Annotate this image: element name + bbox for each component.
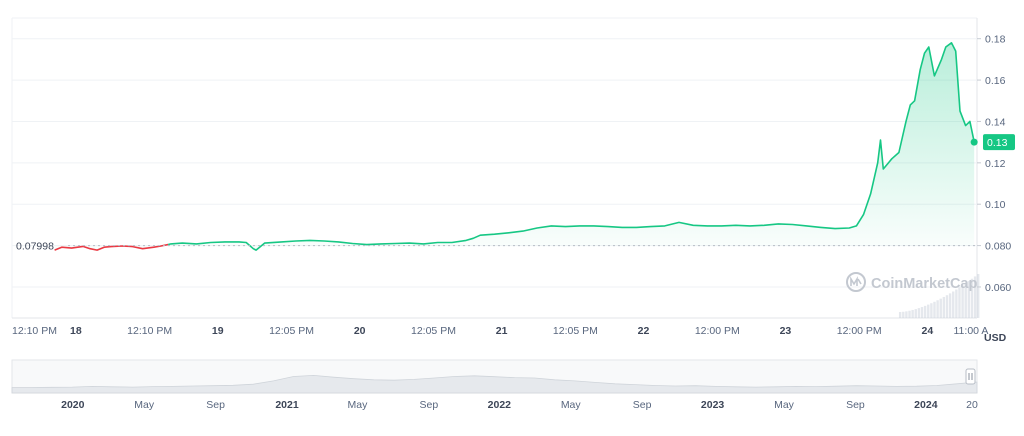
x-tick-label: 23 — [780, 325, 792, 337]
reference-price-label: 0.07998 — [16, 241, 54, 253]
navigator-handle[interactable] — [965, 368, 976, 385]
x-tick-label: 11:00 A — [954, 325, 989, 337]
navigator-label: 2021 — [275, 399, 299, 411]
y-tick-label: 0.10 — [985, 199, 1006, 211]
volume-bar — [948, 293, 952, 318]
volume-bar — [905, 311, 908, 318]
volume-bar — [911, 309, 914, 318]
navigator-label: 2024 — [914, 399, 938, 411]
navigator-label: Sep — [420, 399, 439, 411]
volume-bar — [964, 283, 967, 318]
x-tick-label: 12:10 PM — [12, 325, 57, 337]
price-line-below-ref — [54, 243, 169, 251]
navigator-label: May — [561, 399, 582, 411]
volume-bar — [939, 298, 942, 318]
navigator-label: Sep — [206, 399, 225, 411]
volume-bar — [942, 296, 946, 318]
watermark-text: CoinMarketCap — [871, 276, 977, 292]
y-tick-label: 0.060 — [985, 282, 1011, 294]
volume-bar — [977, 274, 980, 318]
y-tick-label: 0.14 — [985, 116, 1006, 128]
navigator-label: 20 — [966, 399, 978, 411]
x-tick-label: 12:00 PM — [837, 325, 882, 337]
navigator-label: 2023 — [701, 399, 725, 411]
x-tick-label: 12:10 PM — [127, 325, 172, 337]
volume-bar — [936, 300, 939, 318]
x-tick-label: 12:00 PM — [695, 325, 740, 337]
volume-bar — [933, 301, 936, 318]
price-area-fill — [54, 42, 975, 251]
y-tick-label: 0.18 — [985, 34, 1006, 46]
volume-bar — [898, 312, 902, 318]
volume-bar — [923, 305, 927, 318]
navigator-label: May — [774, 399, 795, 411]
x-tick-label: 19 — [212, 325, 224, 337]
y-tick-label: 0.12 — [985, 158, 1006, 170]
x-tick-label: 18 — [70, 325, 82, 337]
navigator-label: Sep — [633, 399, 652, 411]
volume-bar — [945, 295, 949, 318]
current-price-label: 0.13 — [987, 137, 1008, 149]
current-price-marker: 0.13 — [970, 134, 1015, 151]
y-tick-label: 0.16 — [985, 75, 1006, 87]
volume-bar — [930, 303, 933, 318]
volume-bar — [927, 304, 930, 318]
coinmarketcap-logo-icon — [846, 272, 866, 292]
volume-bar — [967, 281, 971, 318]
currency-label: USD — [984, 332, 1007, 344]
x-tick-label: 20 — [354, 325, 366, 337]
y-tick-label: 0.080 — [985, 241, 1011, 253]
volume-bar — [961, 285, 964, 318]
watermark: CoinMarketCap — [846, 272, 977, 292]
volume-bar — [952, 291, 955, 318]
navigator-label: May — [348, 399, 369, 411]
coinmarketcap-logo-mark — [850, 276, 862, 286]
volume-bar — [920, 307, 924, 318]
navigator-mini-chart — [11, 374, 978, 394]
x-axis: 12:10 PM 18 12:10 PM 19 12:05 PM 20 12:05 PM 21… — [12, 325, 988, 337]
chart-gridlines — [11, 17, 978, 319]
price-line — [54, 42, 975, 251]
volume-bars — [898, 274, 980, 318]
navigator-label: 2022 — [488, 399, 512, 411]
navigator-label: 2020 — [61, 399, 85, 411]
price-line-above-ref — [168, 42, 975, 251]
volume-bar — [917, 308, 921, 318]
range-navigator[interactable]: 2020 May Sep 2021 May Sep 2022 May Sep 2023 May Sep… — [11, 359, 978, 411]
current-price-badge — [983, 134, 1015, 151]
current-price-dot — [970, 138, 978, 146]
volume-bar — [908, 310, 911, 318]
x-tick-label: 22 — [638, 325, 650, 337]
volume-bar — [955, 289, 958, 318]
navigator-label: Sep — [846, 399, 865, 411]
y-axis: 0.18 0.16 0.14 0.12 0.10 0.080 0.060 — [977, 34, 1011, 294]
navigator-label: May — [134, 399, 155, 411]
price-area — [54, 42, 975, 251]
x-tick-label: 12:05 PM — [411, 325, 456, 337]
x-tick-label: 21 — [496, 325, 508, 337]
volume-bar — [970, 278, 974, 318]
volume-bar — [958, 287, 961, 318]
x-tick-label: 12:05 PM — [269, 325, 314, 337]
x-tick-label: 24 — [921, 325, 933, 337]
volume-bar — [973, 276, 977, 318]
volume-bar — [902, 311, 905, 318]
volume-bar — [914, 309, 917, 318]
reference-line: 0.07998 — [16, 241, 977, 253]
x-tick-label: 12:05 PM — [553, 325, 598, 337]
